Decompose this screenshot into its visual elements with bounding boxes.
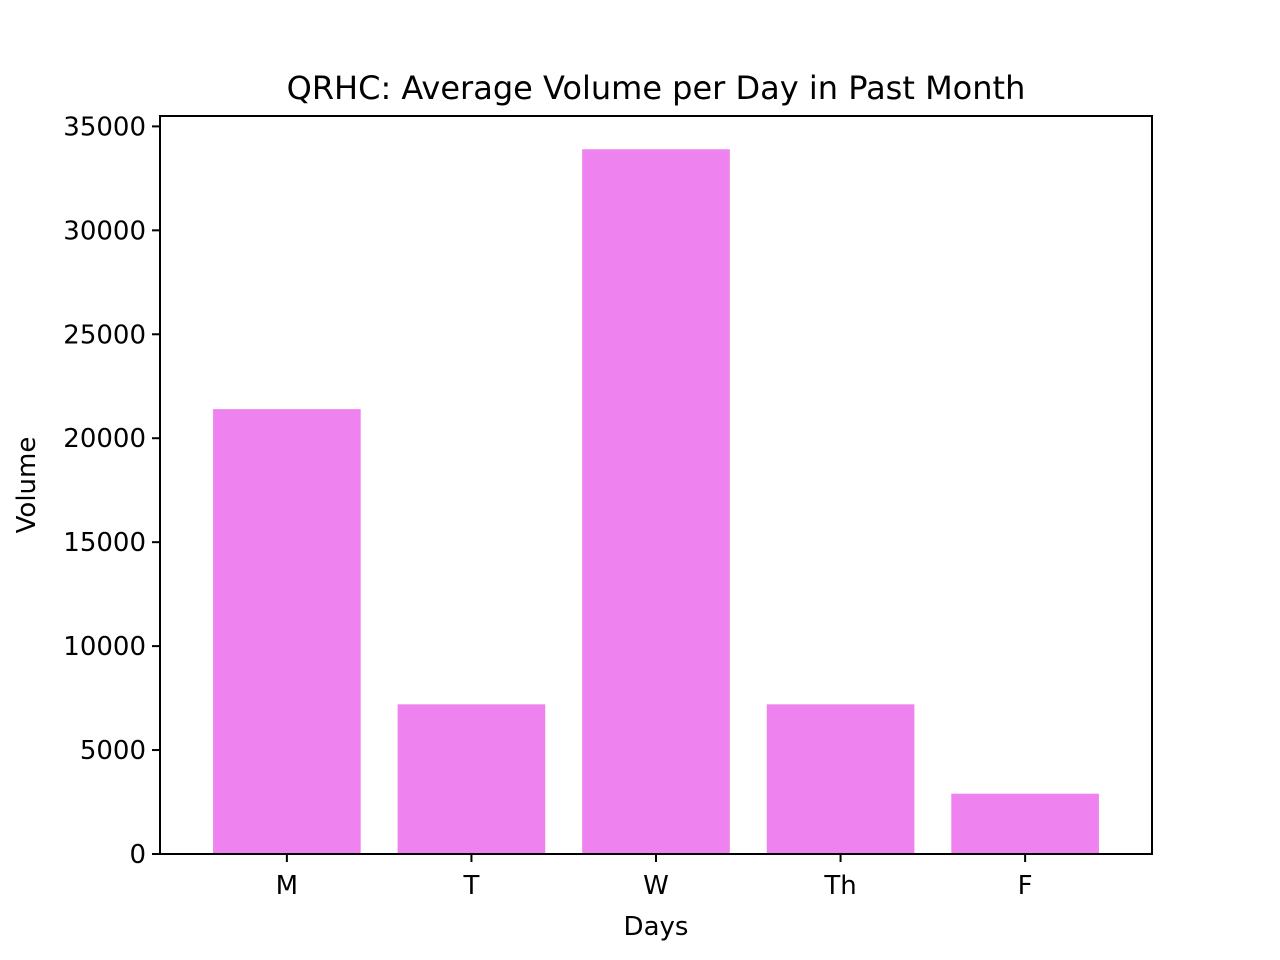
chart-title: QRHC: Average Volume per Day in Past Mon… (287, 69, 1026, 107)
bar-f (951, 793, 1099, 854)
y-tick-label: 35000 (63, 112, 146, 142)
bar-m (213, 409, 361, 854)
y-tick-label: 5000 (80, 736, 146, 766)
y-tick-label: 25000 (63, 320, 146, 350)
x-tick-label: F (1018, 871, 1033, 901)
y-tick-label: 30000 (63, 216, 146, 246)
bars-layer (213, 149, 1099, 855)
y-tick-label: 20000 (63, 424, 146, 454)
x-tick-label: M (276, 871, 298, 901)
x-tick-label: T (462, 871, 479, 901)
bar-th (766, 704, 915, 854)
y-tick-label: 15000 (63, 528, 146, 558)
plot-frame (159, 115, 1153, 855)
y-tick-label: 0 (129, 840, 146, 870)
y-axis-label: Volume (12, 437, 42, 534)
y-axis: 0 5000 10000 15000 20000 25000 30000 35000 (63, 112, 160, 870)
bar-w (582, 149, 730, 855)
bar-t (397, 704, 546, 854)
x-axis: M T W Th F (276, 854, 1033, 901)
y-tick-label: 10000 (63, 632, 146, 662)
x-tick-label: Th (823, 871, 856, 901)
x-axis-label: Days (624, 912, 689, 942)
x-tick-label: W (643, 871, 669, 901)
